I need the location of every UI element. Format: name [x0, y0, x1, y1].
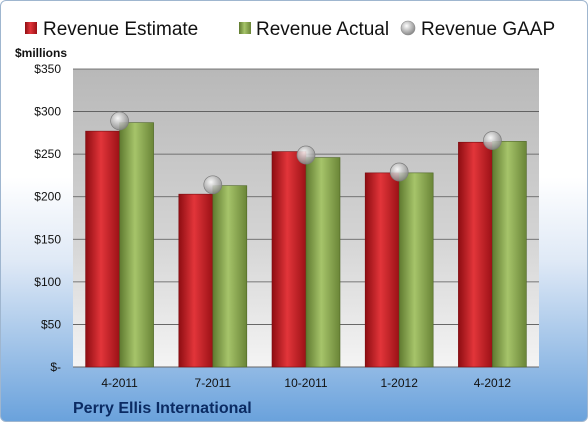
- x-tick-label: 4-2011: [101, 376, 138, 390]
- actual-bar: [398, 172, 434, 368]
- company-name: Perry Ellis International: [73, 400, 252, 417]
- gaap-marker: [389, 162, 409, 182]
- legend-label-gaap: Revenue GAAP: [421, 19, 555, 40]
- gaap-marker: [203, 175, 223, 195]
- estimate-bar: [271, 151, 307, 368]
- y-tick-label: $-: [50, 360, 61, 374]
- estimate-bar: [178, 193, 214, 368]
- estimate-bar: [458, 141, 493, 368]
- x-tick-label: 10-2011: [284, 376, 327, 390]
- actual-bar: [492, 141, 527, 368]
- gaap-marker: [110, 111, 129, 131]
- legend-item-estimate: Revenue Estimate: [25, 19, 198, 40]
- legend: Revenue Estimate Revenue Actual Revenue …: [25, 19, 555, 40]
- actual-bar: [305, 157, 341, 368]
- legend-label-actual: Revenue Actual: [256, 19, 389, 40]
- bars: [85, 122, 527, 368]
- actual-bar: [119, 122, 154, 368]
- x-tick-label: 7-2011: [195, 376, 232, 390]
- gaap-marker: [296, 145, 316, 165]
- actual-bar: [212, 185, 248, 368]
- estimate-bar: [364, 172, 400, 368]
- legend-swatch-estimate: [25, 22, 37, 34]
- unit-label: $millions: [15, 46, 67, 60]
- gaap-marker: [483, 131, 502, 150]
- legend-label-estimate: Revenue Estimate: [43, 19, 198, 40]
- y-tick-label: $200: [34, 190, 61, 204]
- y-tick-label: $300: [34, 105, 61, 119]
- y-tick-label: $100: [34, 275, 61, 289]
- y-tick-label: $150: [34, 232, 61, 246]
- y-tick-label: $350: [34, 62, 61, 76]
- x-axis: 4-2011 7-2011 10-2011 1-2012 4-2012: [101, 376, 511, 390]
- x-tick-label: 4-2012: [474, 376, 512, 390]
- x-tick-label: 1-2012: [381, 376, 419, 390]
- legend-swatch-actual: [239, 22, 251, 34]
- estimate-bar: [85, 130, 120, 368]
- legend-item-actual: Revenue Actual: [239, 19, 389, 40]
- legend-swatch-gaap: [400, 20, 416, 36]
- y-tick-label: $50: [41, 317, 61, 331]
- legend-item-gaap: Revenue GAAP: [400, 19, 555, 40]
- y-axis: $- $50 $100 $150 $200 $250 $300 $350: [34, 62, 61, 374]
- y-tick-label: $250: [34, 147, 61, 161]
- gaap-markers: [110, 111, 502, 195]
